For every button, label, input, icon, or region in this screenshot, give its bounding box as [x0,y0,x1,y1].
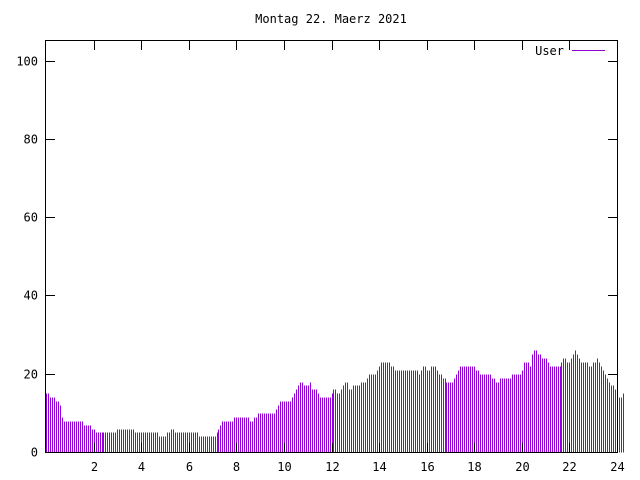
y-tick-label: 60 [24,211,38,225]
plot-frame [45,40,618,453]
x-tick-label: 20 [515,460,529,474]
legend: User [535,44,605,58]
x-tick-label: 18 [467,460,481,474]
x-tick-label: 10 [277,460,291,474]
x-tick-label: 6 [186,460,193,474]
chart-title: Montag 22. Maerz 2021 [255,12,407,26]
axis-ticks [46,41,618,453]
y-tick-label: 80 [24,133,38,147]
y-tick-label: 40 [24,289,38,303]
x-tick-label: 24 [610,460,624,474]
y-tick-label: 100 [16,55,38,69]
x-tick-label: 12 [325,460,339,474]
y-tick-label: 20 [24,368,38,382]
bar-series-user [46,350,624,453]
y-tick-label: 0 [31,446,38,460]
y-axis-tick-labels: 0 20 40 60 80 100 [16,55,38,460]
x-tick-label: 16 [420,460,434,474]
x-tick-label: 8 [233,460,240,474]
x-axis-tick-labels: 2 4 6 8 10 12 14 16 18 20 22 24 [91,460,625,474]
x-tick-label: 22 [562,460,576,474]
legend-label-user: User [535,44,564,58]
x-tick-label: 4 [138,460,145,474]
x-tick-label: 14 [372,460,386,474]
x-tick-label: 2 [91,460,98,474]
